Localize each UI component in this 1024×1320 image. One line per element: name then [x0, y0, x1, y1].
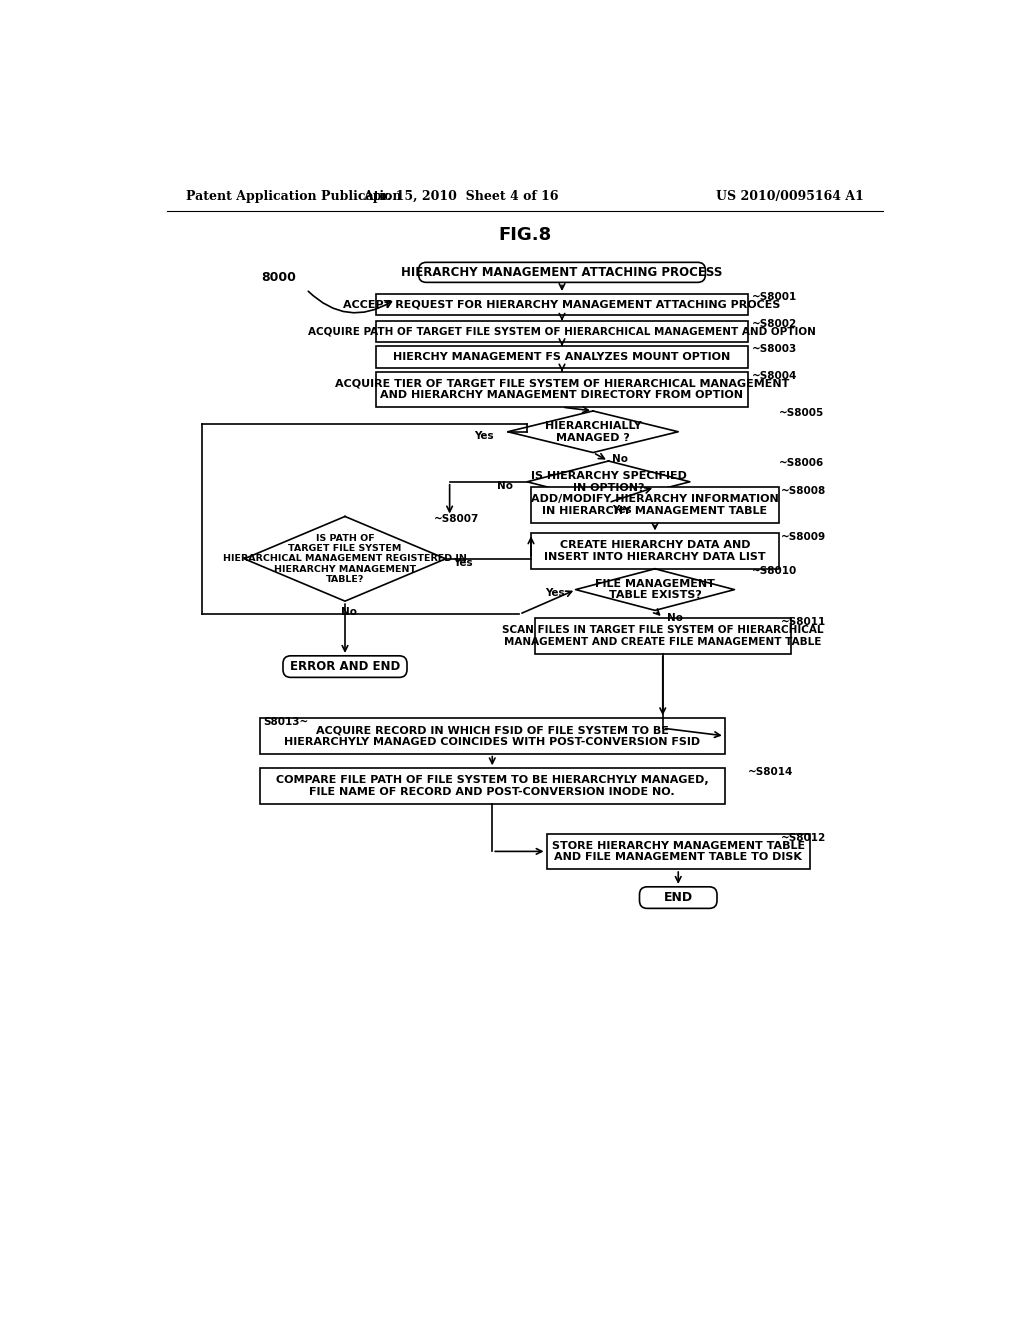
- Text: ~S8011: ~S8011: [781, 616, 826, 627]
- FancyBboxPatch shape: [376, 321, 748, 342]
- Text: CREATE HIERARCHY DATA AND
INSERT INTO HIERARCHY DATA LIST: CREATE HIERARCHY DATA AND INSERT INTO HI…: [544, 540, 766, 562]
- Text: ~S8002: ~S8002: [752, 319, 797, 329]
- Text: HIERARCHY MANAGEMENT ATTACHING PROCESS: HIERARCHY MANAGEMENT ATTACHING PROCESS: [401, 265, 723, 279]
- FancyBboxPatch shape: [260, 768, 725, 804]
- Text: 8000: 8000: [262, 271, 297, 284]
- Text: COMPARE FILE PATH OF FILE SYSTEM TO BE HIERARCHYLY MANAGED,
FILE NAME OF RECORD : COMPARE FILE PATH OF FILE SYSTEM TO BE H…: [275, 775, 709, 797]
- FancyBboxPatch shape: [376, 372, 748, 407]
- Text: Yes: Yes: [474, 430, 494, 441]
- Text: US 2010/0095164 A1: US 2010/0095164 A1: [717, 190, 864, 203]
- Text: S8013~: S8013~: [263, 717, 309, 727]
- Text: HIERARCHIALLY
MANAGED ?: HIERARCHIALLY MANAGED ?: [545, 421, 641, 442]
- Text: IS HIERARCHY SPECIFIED
IN OPTION?: IS HIERARCHY SPECIFIED IN OPTION?: [530, 471, 686, 492]
- Text: Yes: Yes: [545, 589, 564, 598]
- Text: ACQUIRE PATH OF TARGET FILE SYSTEM OF HIERARCHICAL MANAGEMENT AND OPTION: ACQUIRE PATH OF TARGET FILE SYSTEM OF HI…: [308, 326, 816, 337]
- FancyBboxPatch shape: [531, 487, 779, 523]
- FancyBboxPatch shape: [376, 346, 748, 368]
- FancyBboxPatch shape: [376, 294, 748, 315]
- Polygon shape: [245, 516, 445, 601]
- Text: ~S8014: ~S8014: [748, 767, 794, 777]
- FancyBboxPatch shape: [260, 718, 725, 754]
- Text: ~S8001: ~S8001: [752, 292, 797, 302]
- Text: ~S8008: ~S8008: [781, 486, 826, 496]
- Text: No: No: [341, 607, 357, 616]
- Text: ~S8005: ~S8005: [779, 408, 824, 418]
- Text: IS PATH OF
TARGET FILE SYSTEM
HIERARCHICAL MANAGEMENT REGISTERED IN
HIERARCHY MA: IS PATH OF TARGET FILE SYSTEM HIERARCHIC…: [223, 533, 467, 585]
- FancyBboxPatch shape: [640, 887, 717, 908]
- Text: Patent Application Publication: Patent Application Publication: [186, 190, 401, 203]
- Text: SCAN FILES IN TARGET FILE SYSTEM OF HIERARCHICAL
MANAGEMENT AND CREATE FILE MANA: SCAN FILES IN TARGET FILE SYSTEM OF HIER…: [502, 624, 823, 647]
- Text: FIG.8: FIG.8: [498, 227, 552, 244]
- Polygon shape: [508, 411, 678, 453]
- Text: Yes: Yes: [612, 506, 632, 515]
- Text: No: No: [667, 612, 683, 623]
- FancyArrowPatch shape: [308, 292, 391, 313]
- Text: No: No: [612, 454, 629, 463]
- Text: ~S8004: ~S8004: [752, 371, 798, 380]
- FancyBboxPatch shape: [547, 834, 810, 869]
- Text: ACCEPT REQUEST FOR HIERARCHY MANAGEMENT ATTACHING PROCES: ACCEPT REQUEST FOR HIERARCHY MANAGEMENT …: [343, 300, 780, 310]
- Text: STORE HIERARCHY MANAGEMENT TABLE
AND FILE MANAGEMENT TABLE TO DISK: STORE HIERARCHY MANAGEMENT TABLE AND FIL…: [552, 841, 805, 862]
- Polygon shape: [527, 461, 690, 503]
- FancyBboxPatch shape: [531, 533, 779, 569]
- Text: ~S8007: ~S8007: [434, 513, 479, 524]
- Polygon shape: [575, 569, 734, 610]
- Text: ~S8010: ~S8010: [752, 566, 797, 576]
- Text: ADD/MODIFY HIERARCHY INFORMATION
IN HIERARCHY MANAGEMENT TABLE: ADD/MODIFY HIERARCHY INFORMATION IN HIER…: [531, 494, 779, 516]
- Text: HIERCHY MANAGEMENT FS ANALYZES MOUNT OPTION: HIERCHY MANAGEMENT FS ANALYZES MOUNT OPT…: [393, 352, 731, 362]
- Text: ACQUIRE TIER OF TARGET FILE SYSTEM OF HIERARCHICAL MANAGEMENT
AND HIERARCHY MANA: ACQUIRE TIER OF TARGET FILE SYSTEM OF HI…: [335, 379, 790, 400]
- Text: No: No: [498, 480, 513, 491]
- Text: ACQUIRE RECORD IN WHICH FSID OF FILE SYSTEM TO BE
HIERARCHYLY MANAGED COINCIDES : ACQUIRE RECORD IN WHICH FSID OF FILE SYS…: [285, 725, 700, 747]
- FancyBboxPatch shape: [283, 656, 407, 677]
- Text: ~S8012: ~S8012: [781, 833, 826, 842]
- FancyBboxPatch shape: [419, 263, 706, 282]
- Text: END: END: [664, 891, 693, 904]
- Text: Apr. 15, 2010  Sheet 4 of 16: Apr. 15, 2010 Sheet 4 of 16: [364, 190, 559, 203]
- Text: ERROR AND END: ERROR AND END: [290, 660, 400, 673]
- FancyBboxPatch shape: [535, 618, 791, 653]
- Text: ~S8009: ~S8009: [781, 532, 826, 543]
- Text: ~S8003: ~S8003: [752, 345, 797, 354]
- Text: FILE MANAGEMENT
TABLE EXISTS?: FILE MANAGEMENT TABLE EXISTS?: [595, 578, 715, 601]
- Text: ~S8006: ~S8006: [779, 458, 824, 469]
- Text: Yes: Yes: [454, 557, 473, 568]
